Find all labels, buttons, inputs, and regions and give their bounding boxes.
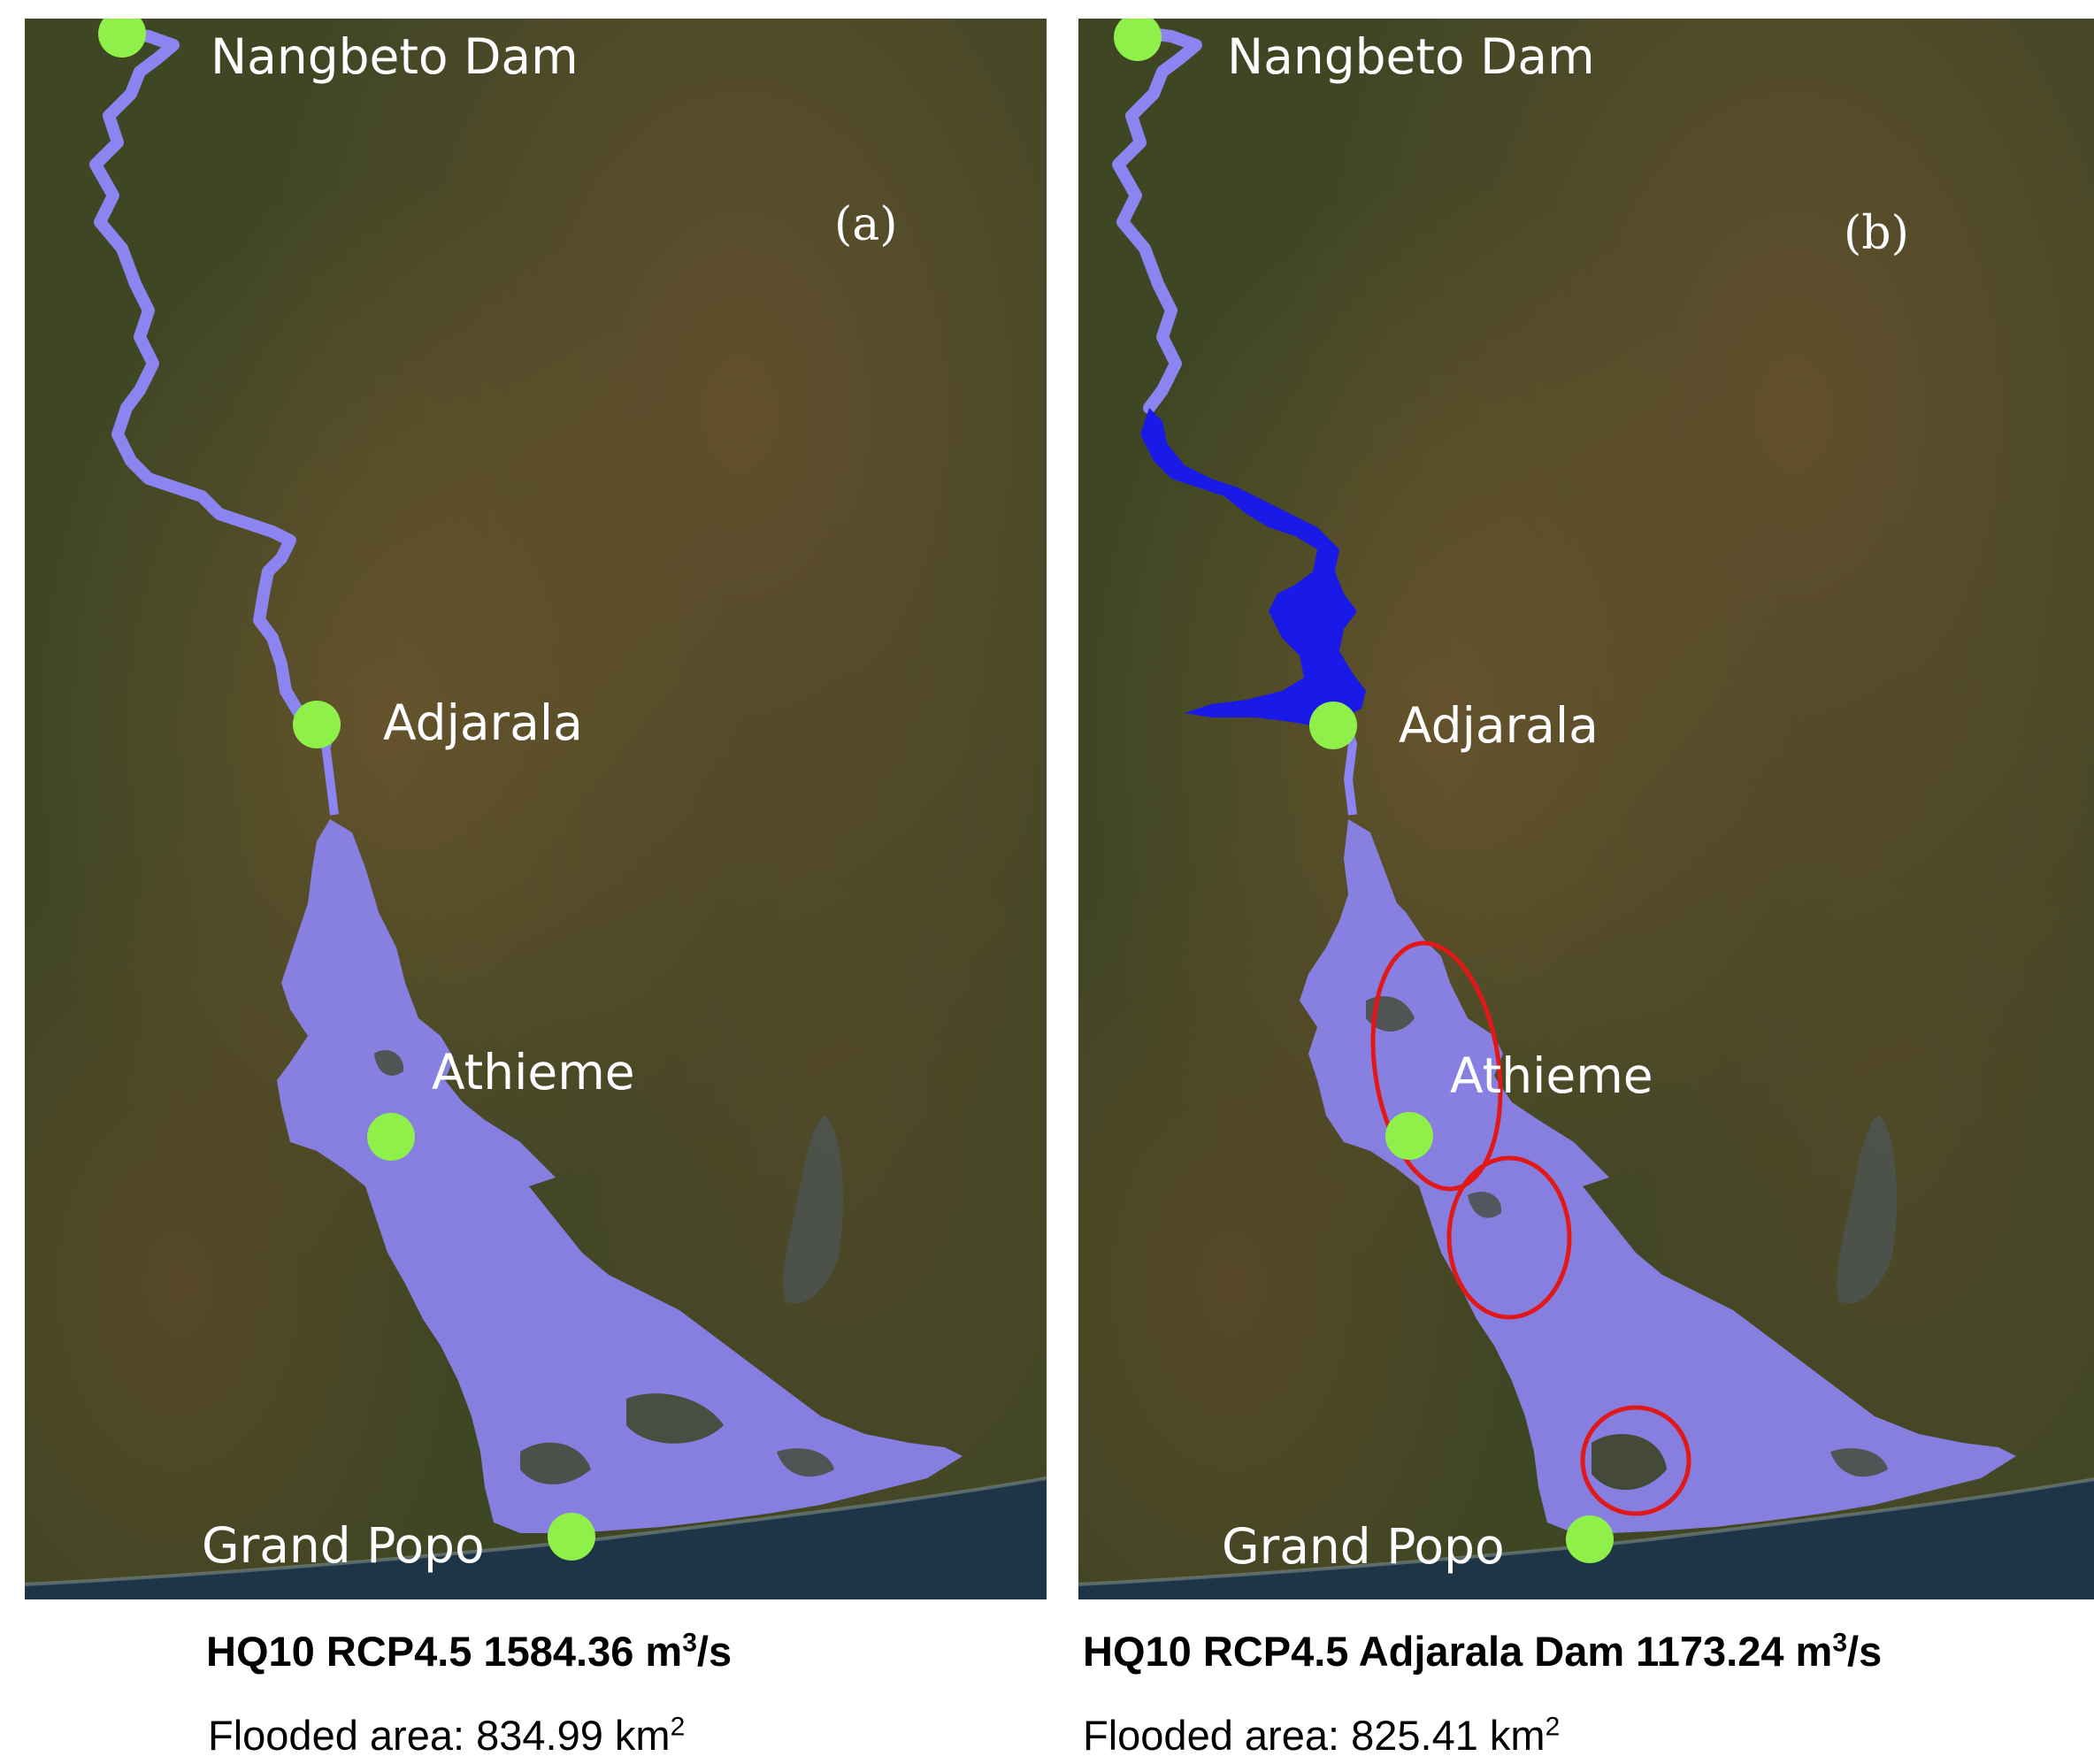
marker-nangbeto-dam [1114,19,1162,61]
caption-title-a-sup: 3 [682,1628,697,1658]
river-channel [89,27,332,750]
map-panel-a: Nangbeto Dam Adjarala Athieme Grand Popo… [25,19,1047,1599]
caption-title-b-text: HQ10 RCP4.5 Adjarala Dam 1173.24 m [1083,1628,1833,1675]
marker-adjarala [1309,702,1357,749]
caption-area-a-sup: 2 [670,1712,686,1742]
label-adjarala: Adjarala [1399,697,1599,754]
marker-adjarala [293,701,341,748]
caption-area-b: Flooded area: 825.41 km2 [1083,1714,1560,1756]
highlight-circle [1370,940,1503,1192]
caption-title-b-suffix: /s [1847,1628,1883,1675]
caption-area-a: Flooded area: 834.99 km2 [208,1714,685,1756]
label-nangbeto-dam: Nangbeto Dam [1227,28,1595,85]
reservoir [1140,408,1366,726]
caption-title-b: HQ10 RCP4.5 Adjarala Dam 1173.24 m3/s [1083,1630,1882,1672]
caption-title-b-sup: 3 [1832,1628,1848,1658]
highlight-circle [1580,1405,1691,1516]
label-grand-popo: Grand Popo [1222,1518,1505,1575]
floodplain [277,819,963,1533]
marker-nangbeto-dam [98,19,146,58]
caption-title-a-suffix: /s [696,1628,733,1675]
caption-area-a-text: Flooded area: 834.99 km [208,1712,671,1759]
caption-title-a-text: HQ10 RCP4.5 1584.36 m [206,1628,683,1675]
panel-letter-a: (a) [834,198,898,251]
marker-grand-popo [548,1513,595,1561]
panel-letter-b: (b) [1844,207,1909,260]
map-panel-b: Nangbeto Dam Adjarala Athieme Grand Popo… [1078,19,2094,1599]
marker-athieme [1385,1112,1433,1160]
lake [1837,1116,1897,1304]
caption-area-b-text: Flooded area: 825.41 km [1083,1712,1546,1759]
caption-title-a: HQ10 RCP4.5 1584.36 m3/s [206,1630,732,1672]
label-adjarala: Adjarala [383,694,583,751]
map-b-svg: Nangbeto Dam Adjarala Athieme Grand Popo… [1078,19,2094,1599]
map-a-svg: Nangbeto Dam Adjarala Athieme Grand Popo… [25,19,1047,1599]
label-athieme: Athieme [1450,1047,1653,1104]
caption-area-b-sup: 2 [1545,1712,1561,1742]
marker-grand-popo [1566,1515,1614,1563]
label-grand-popo: Grand Popo [202,1517,485,1574]
marker-athieme [367,1113,415,1161]
label-nangbeto-dam: Nangbeto Dam [211,28,579,85]
floodplain [1300,819,2016,1533]
lake [783,1116,843,1304]
label-athieme: Athieme [432,1044,635,1101]
highlight-circle [1446,1155,1572,1320]
river-channel [1112,27,1202,414]
